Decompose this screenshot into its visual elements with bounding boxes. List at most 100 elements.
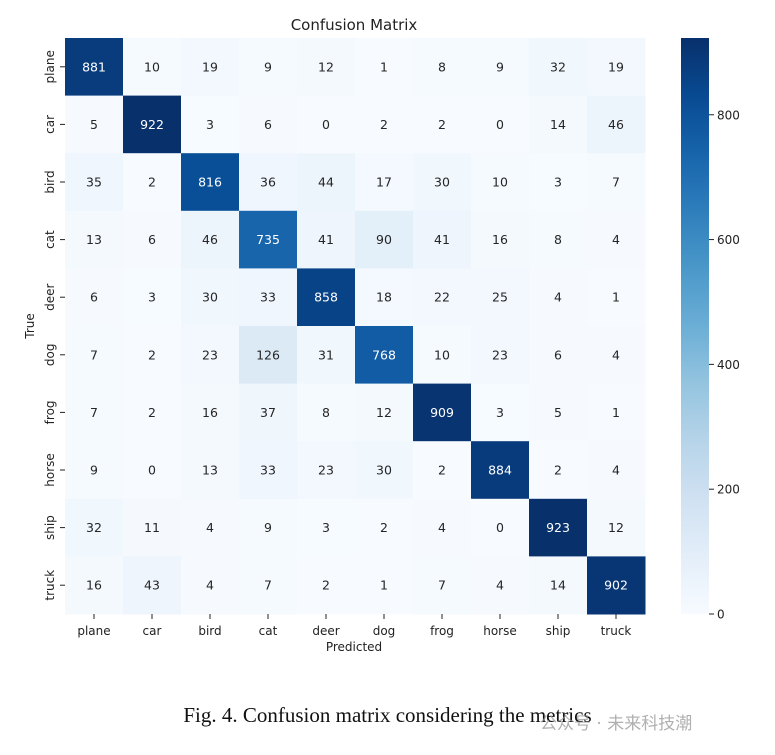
heatmap-cell <box>471 153 530 212</box>
x-tick-label: frog <box>430 624 454 638</box>
cell-value-label: 35 <box>86 175 102 190</box>
heatmap-cell <box>587 326 646 385</box>
heatmap-cell <box>239 210 298 269</box>
cell-value-label: 36 <box>260 175 276 190</box>
cell-value-label: 14 <box>550 117 566 132</box>
heatmap-cell <box>239 441 298 500</box>
heatmap-cell <box>529 556 588 615</box>
heatmap-cell <box>587 383 646 442</box>
cell-value-label: 23 <box>202 347 218 362</box>
heatmap-cell <box>471 210 530 269</box>
cell-value-label: 23 <box>318 463 334 478</box>
cell-value-label: 6 <box>90 290 98 305</box>
y-tick-label: plane <box>43 50 57 83</box>
figure-caption: Fig. 4. Confusion matrix considering the… <box>183 703 592 727</box>
cell-value-label: 12 <box>318 59 334 74</box>
y-tick-label: bird <box>43 170 57 193</box>
cell-value-label: 30 <box>376 463 392 478</box>
cell-value-label: 7 <box>438 578 446 593</box>
heatmap-cell <box>355 38 414 97</box>
cell-value-label: 881 <box>82 59 106 74</box>
heatmap-cell <box>529 268 588 327</box>
cell-value-label: 33 <box>260 463 276 478</box>
heatmap-cell <box>529 153 588 212</box>
cell-value-label: 7 <box>612 175 620 190</box>
heatmap-cell <box>355 95 414 154</box>
confusion-matrix-chart: Confusion Matrix 881 10 19 9 12 1 8 9 32 195 922 3 6… <box>23 16 740 654</box>
cell-value-label: 19 <box>608 59 624 74</box>
heatmap-cell <box>181 95 240 154</box>
cell-value-label: 768 <box>372 347 396 362</box>
heatmap-cell <box>297 268 356 327</box>
heatmap-cell <box>297 38 356 97</box>
colorbar-tick-label: 800 <box>717 108 740 122</box>
cell-value-label: 16 <box>202 405 218 420</box>
cell-value-label: 7 <box>264 578 272 593</box>
x-tick-label: plane <box>77 624 110 638</box>
cell-value-label: 6 <box>554 347 562 362</box>
heatmap-cell <box>471 95 530 154</box>
cell-value-label: 12 <box>608 520 624 535</box>
heatmap-cell <box>181 210 240 269</box>
watermark: 公众号 · 未来科技潮 <box>540 714 693 734</box>
x-axis: plane car bird cat deer dog frog horse ship truck <box>77 614 631 638</box>
cell-value-label: 6 <box>148 232 156 247</box>
heatmap-cell <box>239 556 298 615</box>
colorbar-tick-label: 200 <box>717 483 740 497</box>
cell-value-label: 10 <box>434 347 450 362</box>
heatmap-cell <box>529 383 588 442</box>
cell-value-label: 23 <box>492 347 508 362</box>
heatmap-cell <box>65 95 124 154</box>
cell-value-label: 4 <box>554 290 562 305</box>
cell-value-label: 8 <box>322 405 330 420</box>
cell-value-label: 32 <box>86 520 102 535</box>
heatmap-cell <box>529 95 588 154</box>
heatmap-cell <box>355 153 414 212</box>
heatmap-cell <box>123 210 182 269</box>
heatmap-cell <box>355 210 414 269</box>
heatmap-cell <box>587 95 646 154</box>
cell-value-label: 25 <box>492 290 508 305</box>
cell-value-label: 0 <box>496 520 504 535</box>
y-tick-label: cat <box>43 230 57 249</box>
cell-value-label: 4 <box>612 347 620 362</box>
cell-value-label: 14 <box>550 578 566 593</box>
cell-value-label: 10 <box>144 59 160 74</box>
heatmap-cell <box>123 498 182 557</box>
heatmap-cell <box>471 326 530 385</box>
heatmap-cell <box>413 326 472 385</box>
heatmap-cell <box>355 498 414 557</box>
cell-value-label: 13 <box>86 232 102 247</box>
cell-value-label: 0 <box>148 463 156 478</box>
colorbar-tick-label: 400 <box>717 358 740 372</box>
heatmap-cell <box>587 153 646 212</box>
cell-value-label: 37 <box>260 405 276 420</box>
cell-value-label: 922 <box>140 117 164 132</box>
cell-value-label: 0 <box>496 117 504 132</box>
heatmap-cell <box>297 153 356 212</box>
cell-value-label: 4 <box>438 520 446 535</box>
heatmap-cell <box>181 383 240 442</box>
heatmap-cell <box>471 268 530 327</box>
heatmap-cell <box>587 498 646 557</box>
cell-value-label: 3 <box>554 175 562 190</box>
heatmap-cell <box>587 441 646 500</box>
cell-value-label: 8 <box>554 232 562 247</box>
heatmap-cell <box>181 556 240 615</box>
heatmap-cell <box>471 383 530 442</box>
cell-value-label: 4 <box>496 578 504 593</box>
heatmap-cell <box>471 38 530 97</box>
heatmap-cell <box>355 268 414 327</box>
heatmap-cell <box>297 498 356 557</box>
heatmap-cell <box>355 556 414 615</box>
heatmap-cell <box>65 498 124 557</box>
heatmap-cell <box>123 38 182 97</box>
cell-value-label: 4 <box>206 520 214 535</box>
heatmap-cell <box>355 441 414 500</box>
heatmap-cell <box>239 268 298 327</box>
heatmap-cell <box>529 441 588 500</box>
cell-value-label: 1 <box>612 290 620 305</box>
heatmap-cell <box>239 498 298 557</box>
y-tick-label: dog <box>43 344 57 367</box>
